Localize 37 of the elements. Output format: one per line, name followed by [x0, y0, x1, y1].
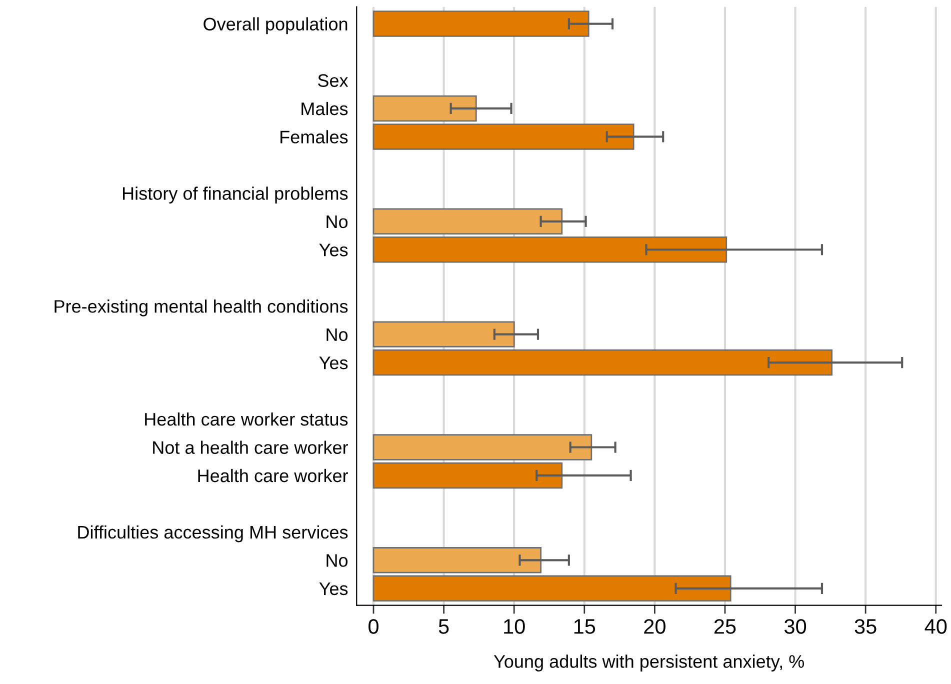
bar [372, 124, 634, 150]
y-tick-label: Yes [319, 582, 348, 596]
x-tick-label: 5 [438, 619, 449, 634]
bar [372, 349, 833, 376]
y-tick-label: Pre-existing mental health conditions [54, 300, 348, 316]
bar [372, 236, 728, 263]
y-tick-label: Difficulties accessing MH services [78, 525, 348, 542]
y-tick-label: Health care worker [198, 468, 348, 482]
bar [372, 321, 515, 348]
x-tick-label: 30 [784, 619, 806, 634]
y-tick-label: Females [280, 130, 348, 144]
x-tick-label: 15 [574, 619, 596, 634]
y-tick-label: No [326, 216, 348, 228]
bar [372, 434, 592, 460]
bar [372, 95, 477, 122]
y-tick-label: No [326, 328, 348, 342]
y-tick-label: No [326, 554, 348, 567]
x-tick-label: 0 [368, 619, 378, 634]
y-tick-label: Overall population [204, 17, 348, 34]
bar [372, 547, 542, 574]
x-tick-label: 20 [644, 619, 666, 634]
y-tick-label: Yes [319, 244, 348, 256]
bar [372, 462, 563, 489]
x-tick-label: 10 [504, 619, 525, 634]
y-tick-label: Sex [318, 74, 348, 87]
x-tick-label: 25 [714, 619, 736, 634]
y-tick-label: Yes [319, 356, 348, 370]
y-tick-label: Health care worker status [145, 412, 348, 426]
bar [372, 10, 590, 37]
bar [372, 208, 563, 235]
x-axis-title: Young adults with persistent anxiety, % [494, 654, 804, 672]
y-tick-label: History of financial problems [123, 186, 348, 204]
x-tick-label: 35 [854, 619, 876, 634]
x-tick-label: 40 [924, 619, 947, 634]
y-tick-label: Males [302, 102, 348, 116]
bar [372, 575, 732, 602]
y-tick-label: Not a health care worker [153, 440, 348, 454]
